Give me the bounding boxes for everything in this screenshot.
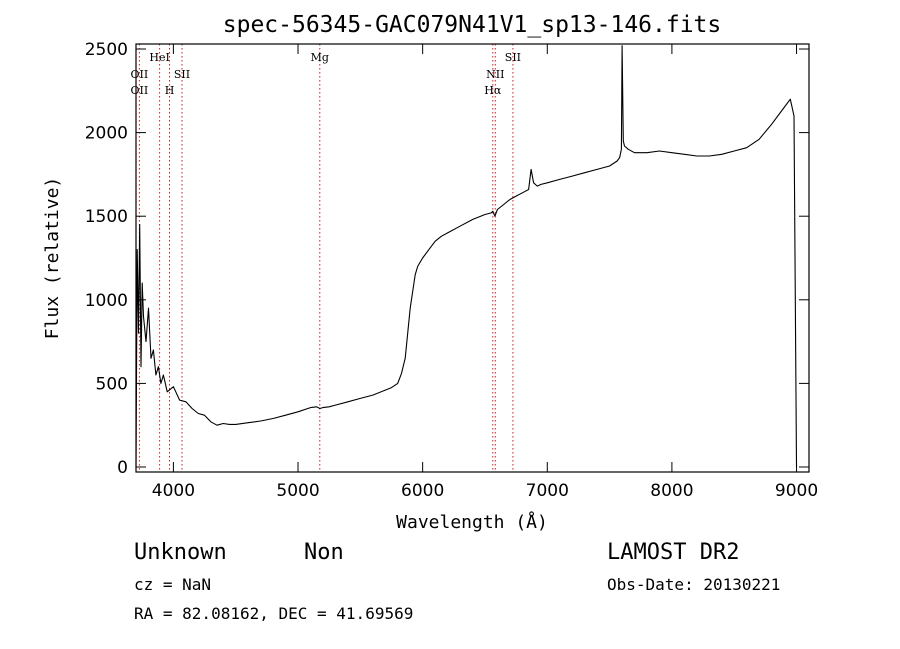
y-tick-label: 0 [117, 458, 128, 478]
survey-name-text: LAMOST DR2 [607, 540, 740, 565]
line-label: SII [505, 51, 521, 64]
coordinates-text: RA = 82.08162, DEC = 41.69569 [134, 604, 414, 623]
cz-text: cz = NaN [134, 575, 212, 594]
obs-date-text: Obs-Date: 20130221 [607, 575, 781, 594]
line-label: NII [486, 68, 504, 81]
line-label: Hα [484, 84, 502, 97]
spectrum-series-line-0 [135, 45, 798, 468]
x-tick-label: 6000 [401, 481, 444, 501]
x-tick-label: 4000 [152, 481, 195, 501]
x-tick-label: 5000 [276, 481, 319, 501]
y-tick-label: 500 [96, 374, 128, 394]
line-label: HeI [149, 51, 169, 64]
line-label: H [165, 84, 175, 97]
line-label: Mg [311, 51, 329, 64]
y-axis-label: Flux (relative) [42, 177, 63, 340]
x-tick-label: 7000 [526, 481, 569, 501]
object-subclass-text: Non [304, 540, 344, 565]
spectrum-series-layer [135, 45, 798, 468]
chart-title: spec-56345-GAC079N41V1_sp13-146.fits [223, 12, 722, 38]
line-label: OII [131, 84, 149, 97]
x-axis-label: Wavelength (Å) [396, 511, 548, 533]
object-class-text: Unknown [134, 540, 227, 565]
y-tick-label: 1500 [85, 207, 128, 227]
x-tick-label: 9000 [775, 481, 818, 501]
y-tick-label: 2000 [85, 124, 128, 144]
y-tick-label: 1000 [85, 291, 128, 311]
x-tick-label: 8000 [650, 481, 693, 501]
line-label: OII [131, 68, 149, 81]
plot-frame [135, 43, 810, 473]
axis-tick-layer: 4000 5000 6000 7000 8000 9000 0 500 1000 1500 2000… [85, 40, 818, 501]
line-label: SII [174, 68, 190, 81]
line-marker-layer [138, 44, 514, 472]
y-tick-label: 2500 [85, 40, 128, 60]
